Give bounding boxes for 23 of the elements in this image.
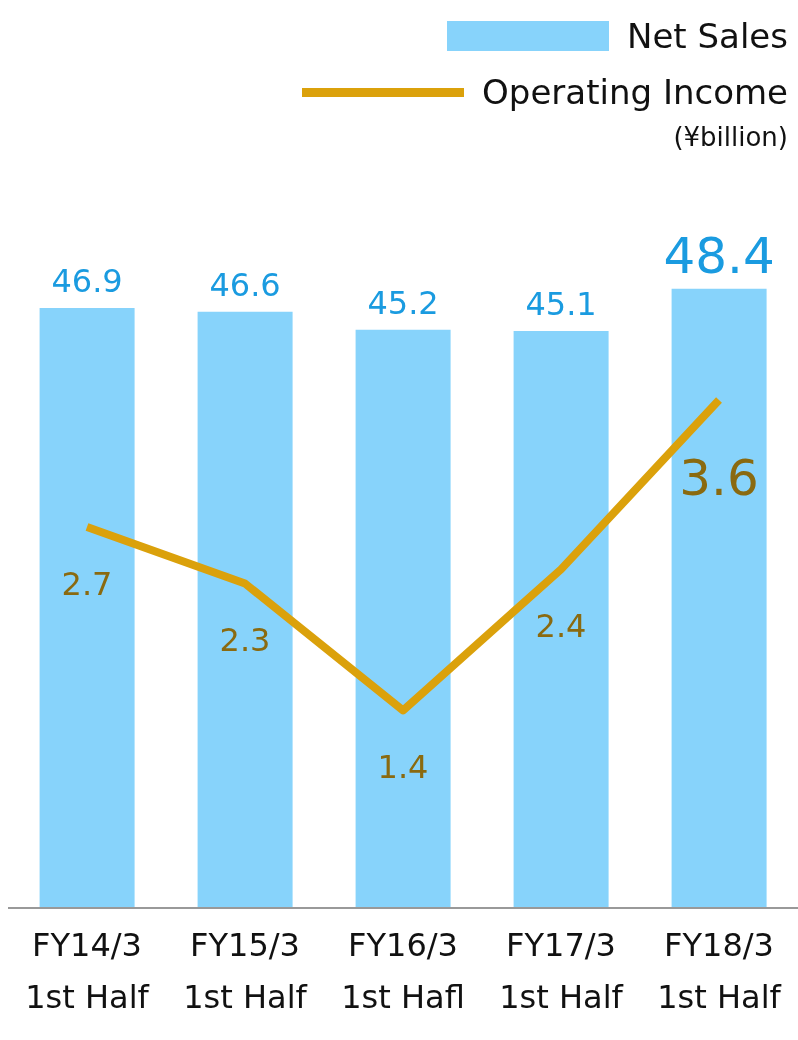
data-label: 3.6 (679, 449, 759, 508)
x-tick-label: FY15/3 1st Half (183, 926, 308, 1016)
data-label: 46.6 (209, 265, 281, 304)
data-label: 2.4 (535, 607, 587, 646)
bar (197, 311, 293, 908)
data-label: 1.4 (377, 748, 429, 787)
text: (¥billion) (673, 122, 788, 152)
bar (513, 330, 609, 908)
data-label: 2.7 (61, 565, 113, 604)
bar (39, 307, 135, 908)
legend-label: Operating Income (482, 72, 788, 112)
data-label: 46.9 (51, 261, 123, 300)
x-tick-label: FY14/3 1st Half (25, 926, 150, 1016)
x-tick-label: FY18/3 1st Half (657, 926, 782, 1016)
data-label: 45.2 (367, 283, 439, 322)
data-label: 48.4 (663, 226, 775, 285)
bar (355, 329, 451, 908)
data-label: 2.3 (219, 621, 271, 660)
legend-label: Net Sales (627, 16, 788, 56)
bar (671, 288, 767, 908)
data-label: 45.1 (525, 284, 597, 323)
x-tick-label: FY16/3 1st Hafl (341, 926, 465, 1016)
x-tick-label: FY17/3 1st Half (499, 926, 624, 1016)
